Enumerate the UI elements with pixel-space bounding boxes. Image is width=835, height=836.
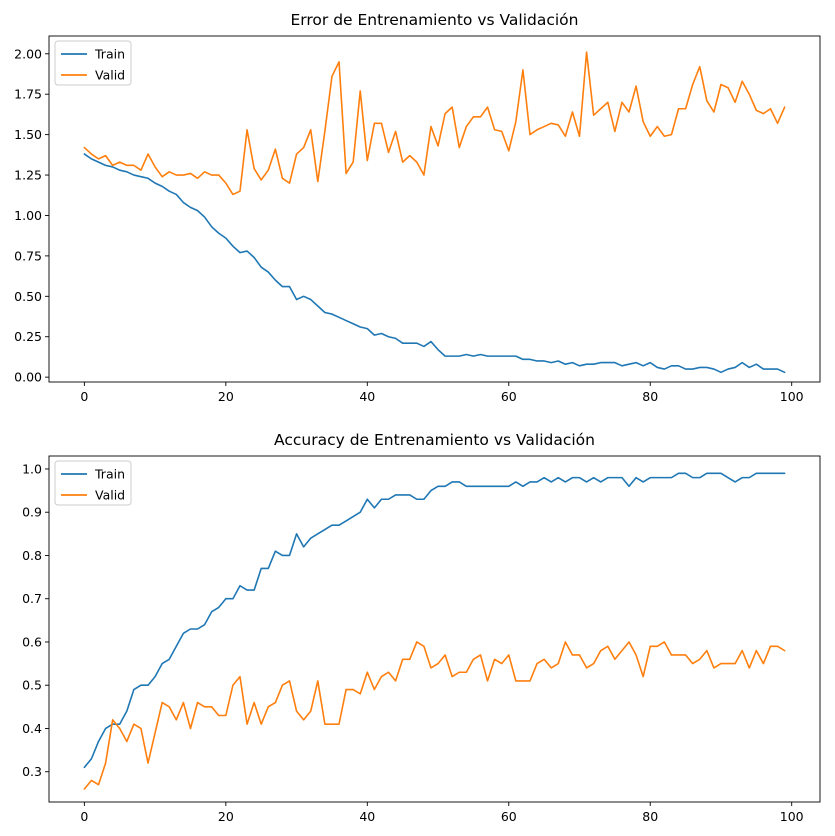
error-y-tick-label: 2.00 (14, 46, 42, 61)
error-legend-label-train: Train (94, 47, 125, 62)
accuracy-chart-title: Accuracy de Entrenamiento vs Validación (274, 431, 595, 449)
error-y-tick-label: 0.75 (14, 248, 42, 263)
accuracy-x-tick-label: 100 (780, 809, 804, 824)
accuracy-x-tick-label: 80 (642, 809, 658, 824)
accuracy-legend-box (54, 460, 132, 506)
error-chart-title: Error de Entrenamiento vs Validación (290, 11, 578, 29)
error-x-tick-label: 60 (501, 389, 517, 404)
accuracy-y-tick-label: 0.3 (22, 764, 42, 779)
error-legend-box (54, 40, 132, 86)
accuracy-legend: Train Valid (54, 460, 132, 506)
accuracy-y-tick-label: 1.0 (22, 461, 42, 476)
accuracy-x-tick-label: 20 (218, 809, 234, 824)
accuracy-series-train-line (83, 472, 786, 769)
error-x-tick-label: 80 (642, 389, 658, 404)
subplot-error: Error de Entrenamiento vs Validación 0 20 4… (14, 11, 821, 404)
accuracy-x-tick-label: 40 (359, 809, 375, 824)
error-series-valid-line (83, 51, 786, 196)
accuracy-y-tick-label: 0.8 (22, 548, 42, 563)
accuracy-y-tick-label: 0.7 (22, 591, 42, 606)
error-axes-frame (48, 35, 821, 383)
error-y-tick-label: 1.25 (14, 168, 42, 183)
error-y-tick-label: 1.50 (14, 127, 42, 142)
accuracy-y-tick-label: 0.9 (22, 505, 42, 520)
error-y-tick-label: 0.50 (14, 289, 42, 304)
accuracy-series-valid-line (83, 641, 786, 790)
accuracy-y-tick-label: 0.6 (22, 634, 42, 649)
error-y-tick-label: 1.00 (14, 208, 42, 223)
error-x-tick-label: 100 (780, 389, 804, 404)
accuracy-y-tick-label: 0.5 (22, 678, 42, 693)
accuracy-x-tick-label: 0 (80, 809, 88, 824)
error-y-tick-label: 1.75 (14, 87, 42, 102)
error-y-tick-label: 0.25 (14, 329, 42, 344)
error-x-tick-label: 40 (359, 389, 375, 404)
error-legend: Train Valid (54, 40, 132, 86)
error-x-tick-label: 20 (218, 389, 234, 404)
accuracy-axes-frame (48, 455, 821, 803)
subplot-accuracy: Accuracy de Entrenamiento vs Validación 0… (22, 431, 821, 824)
accuracy-y-tick-label: 0.4 (22, 721, 42, 736)
accuracy-legend-label-valid: Valid (95, 488, 125, 503)
accuracy-x-tick-label: 60 (501, 809, 517, 824)
accuracy-legend-label-train: Train (94, 467, 125, 482)
error-y-tick-label: 0.00 (14, 370, 42, 385)
error-series-train-line (83, 153, 786, 374)
error-x-tick-label: 0 (80, 389, 88, 404)
error-legend-label-valid: Valid (95, 68, 125, 83)
